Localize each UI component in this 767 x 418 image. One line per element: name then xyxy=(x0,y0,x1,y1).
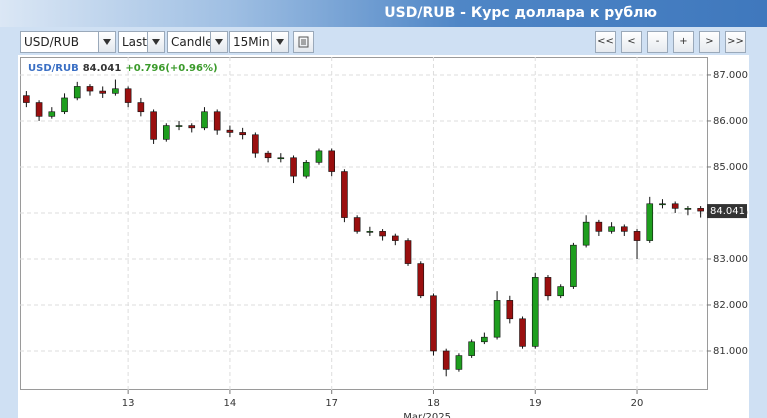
candle-body xyxy=(506,300,514,320)
symbol-select[interactable]: USD/RUB xyxy=(20,31,99,53)
legend-item: USD/RUB xyxy=(28,63,79,74)
candle-body xyxy=(302,162,310,177)
x-tick-label: 18 xyxy=(427,398,440,409)
candle-body xyxy=(659,203,666,206)
candle-body xyxy=(112,88,119,94)
x-tick-label: 14 xyxy=(224,398,237,409)
candle-body xyxy=(264,152,272,159)
y-tick-label: 81.000 xyxy=(713,346,748,357)
y-tick-label: 87.000 xyxy=(713,70,748,81)
candle-body xyxy=(697,208,704,212)
candle-body xyxy=(417,263,425,297)
y-tick-label: 82.000 xyxy=(713,300,748,311)
candle-body xyxy=(493,300,501,338)
chart: 81.00082.00083.00084.00085.00086.00087.0… xyxy=(18,55,749,418)
candle-body xyxy=(61,97,68,113)
dropdown-arrow[interactable] xyxy=(210,31,228,53)
candle-body xyxy=(124,88,132,103)
candle-body xyxy=(570,244,577,287)
candle-body xyxy=(366,231,374,233)
candle-body xyxy=(290,157,297,177)
legend-item: 84.041 xyxy=(83,63,122,74)
candle-body xyxy=(379,231,386,237)
dropdown-arrow[interactable] xyxy=(98,31,116,53)
header: USD/RUB - Курс доллара к рублю xyxy=(0,0,767,27)
candle-body xyxy=(557,286,564,297)
candle-body xyxy=(582,221,590,246)
candle-body xyxy=(252,134,259,154)
candle-body xyxy=(544,277,552,297)
style-select[interactable]: Candle xyxy=(167,31,213,53)
candle-body xyxy=(684,208,692,210)
candle-body xyxy=(442,350,450,370)
candle-body xyxy=(86,86,94,92)
candle-body xyxy=(48,111,56,117)
x-tick-label: 13 xyxy=(122,398,135,409)
candle-body xyxy=(430,295,437,352)
candle-body xyxy=(201,111,208,129)
last-price-tag xyxy=(707,204,747,219)
nav-button[interactable]: - xyxy=(647,31,668,53)
y-tick-label: 86.000 xyxy=(713,116,748,127)
candle-body xyxy=(671,203,679,209)
dropdown-arrow[interactable] xyxy=(147,31,165,53)
x-tick-label: 20 xyxy=(631,398,644,409)
candle-body xyxy=(392,235,399,241)
candle-body xyxy=(519,318,526,347)
dropdown-arrow[interactable] xyxy=(271,31,289,53)
header-title: USD/RUB - Курс доллара к рублю xyxy=(384,5,657,21)
interval-select[interactable]: 15Min xyxy=(229,31,274,53)
legend: USD/RUB 84.041 +0.796(+0.96%) xyxy=(28,63,218,74)
plot-area xyxy=(20,57,708,390)
candle-body xyxy=(353,217,361,232)
candle-body xyxy=(73,86,81,99)
candle-body xyxy=(404,240,412,264)
candle-body xyxy=(239,132,246,136)
candle-body xyxy=(23,95,30,103)
candle-body xyxy=(621,226,628,232)
x-tick-label: 19 xyxy=(529,398,542,409)
candle-body xyxy=(315,150,323,163)
legend-item: +0.796(+0.96%) xyxy=(125,63,217,74)
candle-body xyxy=(226,129,234,133)
candle-body xyxy=(341,171,348,218)
candle-body xyxy=(188,125,196,129)
nav-button[interactable]: < xyxy=(621,31,642,53)
candle-body xyxy=(455,355,463,370)
candle-body xyxy=(633,231,641,241)
candle-body xyxy=(175,125,183,127)
candle-body xyxy=(595,221,603,232)
nav-button[interactable]: >> xyxy=(725,31,746,53)
nav-button[interactable]: + xyxy=(673,31,694,53)
candle-body xyxy=(99,90,106,94)
candle-body xyxy=(35,102,43,117)
candle-body xyxy=(646,203,654,241)
candle-body xyxy=(608,226,615,232)
price-select[interactable]: Last xyxy=(118,31,150,53)
candle-body xyxy=(213,111,221,131)
last-price-label: 84.041 xyxy=(710,206,745,217)
nav-button[interactable]: > xyxy=(699,31,720,53)
candle-body xyxy=(150,111,157,140)
settings-icon[interactable] xyxy=(293,31,314,53)
candle-body xyxy=(468,341,475,356)
candle-body xyxy=(277,157,285,160)
candle-body xyxy=(163,125,170,140)
nav-button[interactable]: << xyxy=(595,31,616,53)
candle-body xyxy=(328,150,335,172)
y-tick-label: 85.000 xyxy=(713,162,748,173)
candle-body xyxy=(481,336,488,343)
y-tick-label: 83.000 xyxy=(713,254,748,265)
candle-body xyxy=(531,277,539,347)
x-tick-label: 17 xyxy=(325,398,338,409)
x-axis-label: Mar/2025 xyxy=(403,412,451,418)
candle-body xyxy=(137,102,145,113)
